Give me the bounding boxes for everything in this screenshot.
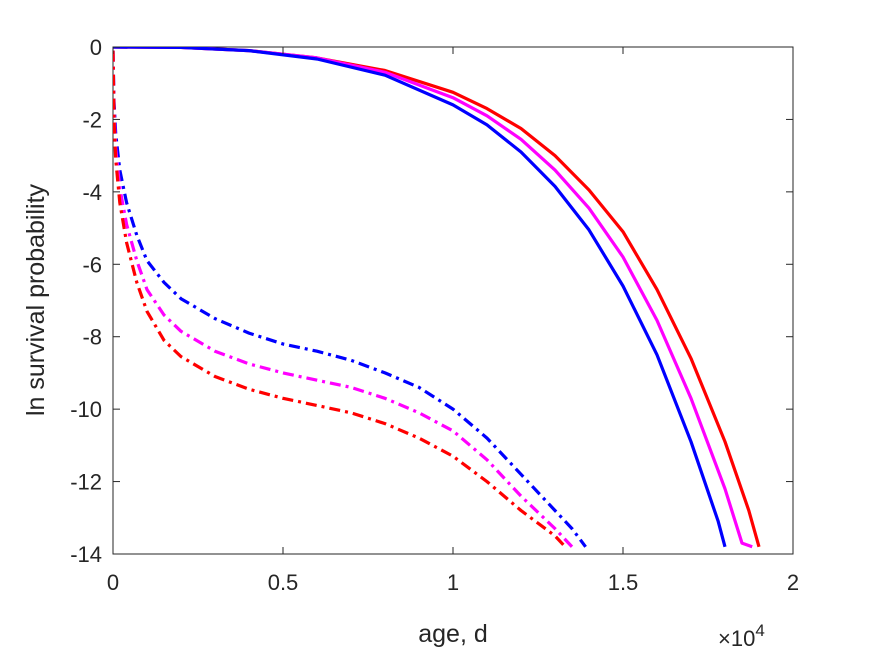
series-line-3 — [113, 47, 727, 548]
x-tick-label: 1 — [447, 570, 459, 595]
series-layer — [113, 47, 761, 549]
y-tick-label: -2 — [82, 107, 102, 132]
y-tick-label: -10 — [70, 397, 102, 422]
x-tick-label: 2 — [787, 570, 799, 595]
x-tick-label: 0 — [107, 570, 119, 595]
x-axis-label: age, d — [418, 620, 488, 648]
y-tick-label: -4 — [82, 180, 102, 205]
y-tick-label: -14 — [70, 542, 102, 567]
series-line-6 — [113, 50, 567, 548]
y-tick-label: -8 — [82, 325, 102, 350]
series-line-5 — [113, 50, 574, 548]
y-ticks: 0 -2 -4 -6 -8 -10 -12 -14 — [70, 35, 793, 567]
x-exponent-power: 4 — [755, 621, 764, 640]
y-axis-label: ln survival probability — [22, 183, 50, 416]
y-tick-label: -6 — [82, 252, 102, 277]
series-line-4 — [113, 50, 587, 548]
plot-area — [112, 46, 794, 555]
x-exponent-base: ×10 — [718, 626, 755, 651]
x-tick-label: 1.5 — [608, 570, 639, 595]
y-tick-label: 0 — [90, 35, 102, 60]
x-ticks: 0 0.5 1 1.5 2 — [107, 47, 799, 595]
x-axis-exponent: ×104 — [718, 621, 765, 651]
y-tick-label: -12 — [70, 470, 102, 495]
x-tick-label: 0.5 — [268, 570, 299, 595]
